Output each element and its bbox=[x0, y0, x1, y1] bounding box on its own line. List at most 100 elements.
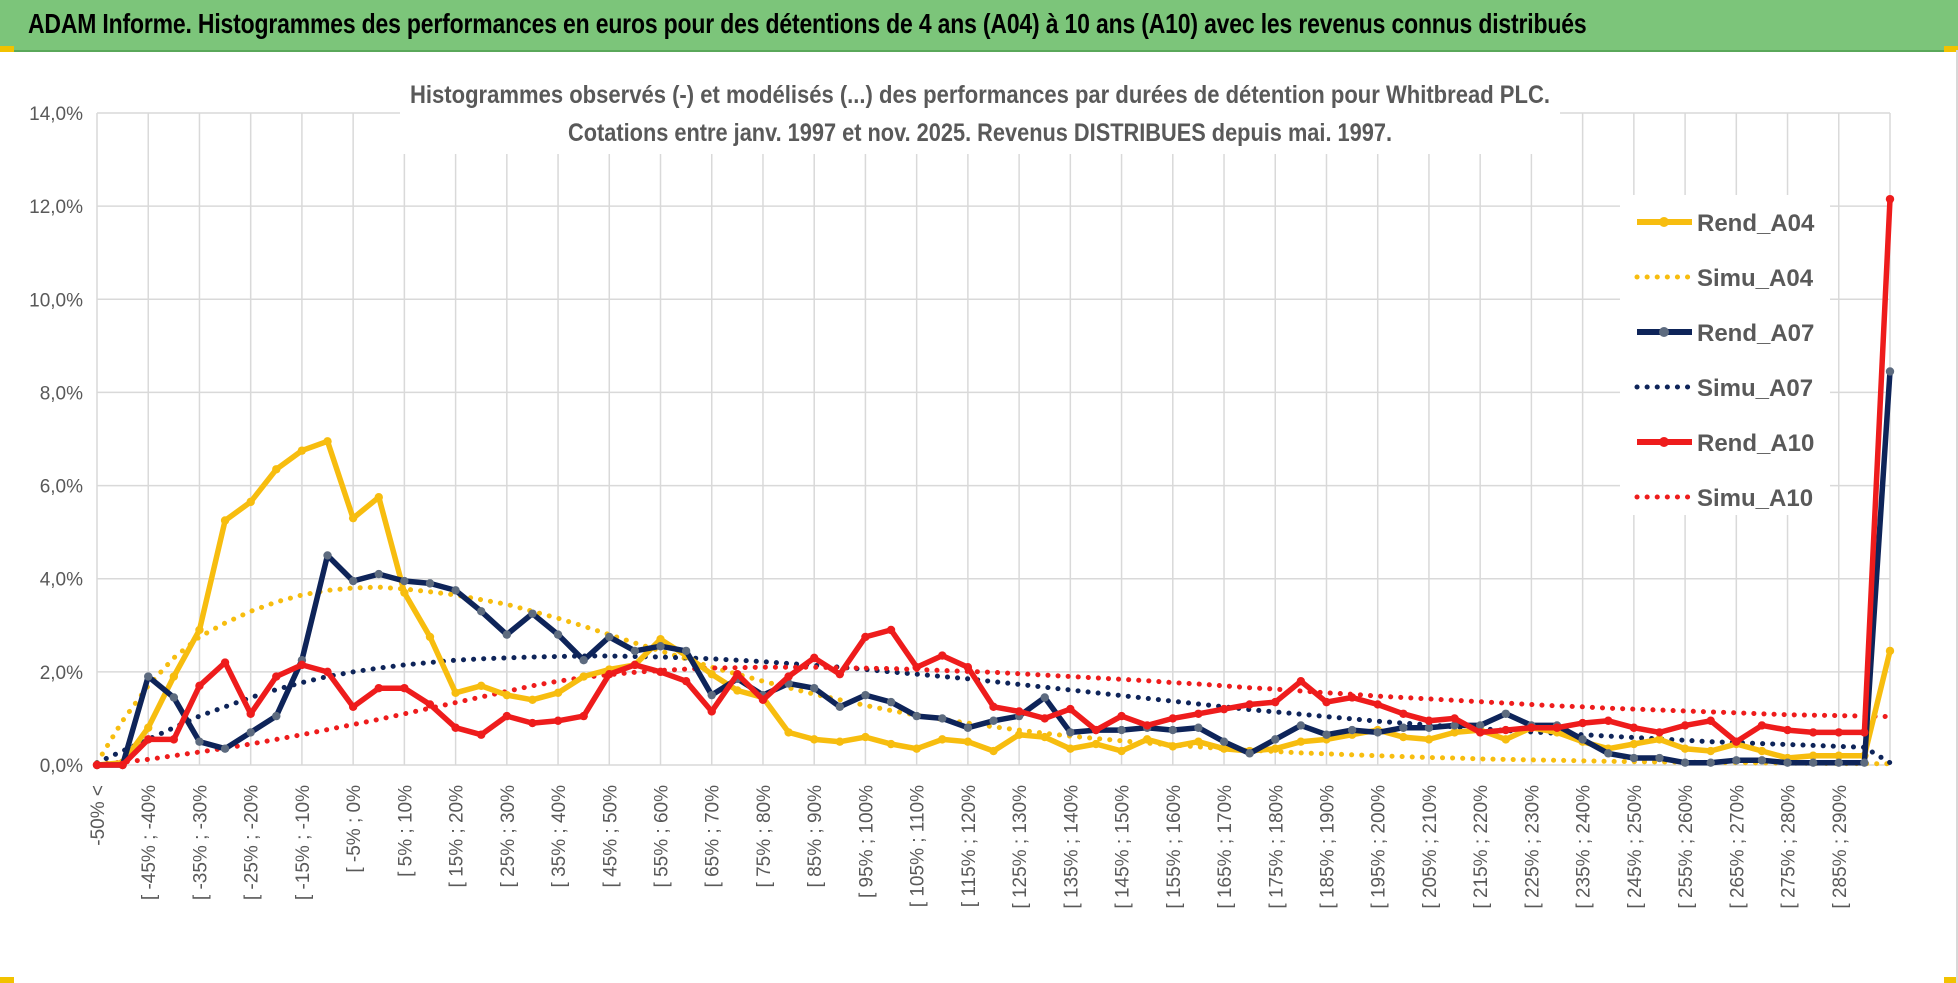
legend-label: Rend_A10 bbox=[1697, 430, 1814, 457]
data-point bbox=[1014, 730, 1024, 739]
data-point bbox=[195, 737, 204, 746]
x-tick-label: [ 105% ; 110% bbox=[908, 785, 929, 907]
data-point bbox=[810, 735, 819, 744]
x-tick-label: [ 165% ; 170% bbox=[1215, 785, 1236, 909]
legend-marker bbox=[1659, 217, 1669, 227]
x-tick-label: [ 35% ; 40% bbox=[549, 785, 570, 888]
data-point bbox=[92, 760, 102, 770]
data-point bbox=[1168, 725, 1178, 735]
data-point bbox=[733, 686, 742, 695]
data-point bbox=[1117, 711, 1126, 721]
data-point bbox=[1424, 723, 1434, 732]
data-point bbox=[707, 669, 716, 679]
data-point bbox=[656, 642, 665, 651]
y-tick-label: 4,0% bbox=[40, 570, 83, 591]
data-point bbox=[1834, 758, 1843, 767]
data-point bbox=[1117, 725, 1126, 735]
data-point bbox=[220, 658, 230, 667]
y-tick-label: 10,0% bbox=[29, 290, 83, 311]
data-point bbox=[1040, 714, 1049, 723]
data-point bbox=[1219, 704, 1229, 714]
y-tick-label: 12,0% bbox=[29, 197, 83, 218]
data-point bbox=[374, 493, 383, 502]
data-point bbox=[553, 688, 563, 698]
data-point bbox=[1680, 744, 1690, 753]
data-point bbox=[1475, 721, 1485, 730]
data-point bbox=[425, 632, 435, 642]
data-point bbox=[810, 683, 819, 693]
legend-background bbox=[1620, 195, 1830, 515]
x-tick-label: [ 145% ; 150% bbox=[1113, 785, 1134, 909]
data-point bbox=[272, 672, 281, 681]
data-point bbox=[1655, 735, 1664, 744]
data-point bbox=[1629, 723, 1639, 732]
x-tick-label: -50% < bbox=[88, 785, 109, 846]
data-point bbox=[630, 646, 640, 656]
data-point bbox=[989, 746, 998, 756]
data-point bbox=[886, 739, 896, 749]
data-point bbox=[1322, 697, 1331, 707]
data-point bbox=[835, 669, 845, 679]
data-point bbox=[195, 625, 204, 635]
data-point bbox=[1271, 744, 1280, 753]
chart-title-background bbox=[400, 72, 1560, 154]
data-point bbox=[1450, 728, 1459, 737]
chart-subtitle: Cotations entre janv. 1997 et nov. 2025.… bbox=[568, 119, 1392, 147]
data-point bbox=[1860, 728, 1869, 737]
data-point bbox=[605, 632, 614, 642]
data-point bbox=[297, 660, 307, 670]
data-point bbox=[400, 683, 409, 693]
data-point bbox=[1066, 704, 1075, 714]
data-point bbox=[1399, 709, 1408, 718]
series-rend-a10 bbox=[92, 194, 1895, 770]
x-tick-label: [ -45% ; -40% bbox=[139, 785, 160, 900]
data-point bbox=[220, 516, 230, 525]
data-point bbox=[400, 576, 409, 586]
data-point bbox=[1399, 732, 1408, 742]
data-point bbox=[400, 588, 409, 597]
data-point bbox=[886, 697, 896, 707]
x-tick-label: [ 135% ; 140% bbox=[1061, 785, 1082, 909]
data-point bbox=[861, 690, 870, 700]
x-tick-label: [ 215% ; 220% bbox=[1471, 785, 1492, 909]
data-point bbox=[1271, 697, 1280, 707]
data-point bbox=[989, 716, 998, 725]
data-point bbox=[477, 681, 486, 691]
x-tick-label: [ 55% ; 60% bbox=[652, 785, 673, 888]
data-point bbox=[1450, 714, 1459, 723]
x-tick-label: [ 155% ; 160% bbox=[1164, 785, 1185, 909]
data-point bbox=[758, 695, 768, 704]
data-point bbox=[1655, 728, 1664, 737]
data-point bbox=[374, 569, 383, 579]
data-point bbox=[835, 737, 845, 746]
data-point bbox=[1040, 732, 1049, 742]
histogram-chart: Histogrammes observés (-) et modélisés (… bbox=[29, 72, 1895, 909]
corner-accent-bottom-right bbox=[1944, 977, 1958, 983]
data-point bbox=[912, 744, 921, 753]
data-point bbox=[1347, 693, 1357, 702]
data-point bbox=[1680, 721, 1690, 730]
chart-title: Histogrammes observés (-) et modélisés (… bbox=[410, 81, 1550, 109]
data-point bbox=[1885, 646, 1895, 656]
data-point bbox=[1091, 725, 1101, 735]
data-point bbox=[1066, 744, 1075, 753]
series-simu-a07 bbox=[94, 653, 1893, 766]
data-point bbox=[553, 716, 563, 725]
data-point bbox=[938, 651, 947, 660]
data-point bbox=[1552, 723, 1562, 732]
legend-item-rend-a04: Rend_A04 bbox=[1637, 210, 1815, 237]
data-point bbox=[502, 690, 512, 700]
data-point bbox=[323, 437, 332, 446]
data-point bbox=[144, 723, 153, 732]
data-point bbox=[1296, 737, 1306, 746]
chart-title-block: Histogrammes observés (-) et modélisés (… bbox=[400, 72, 1560, 154]
data-point bbox=[1501, 709, 1510, 718]
data-point bbox=[733, 669, 742, 679]
data-point bbox=[861, 732, 870, 742]
data-point bbox=[579, 672, 588, 681]
data-point bbox=[477, 607, 486, 616]
x-tick-label: [ 5% ; 10% bbox=[395, 785, 416, 877]
data-point bbox=[1629, 753, 1639, 763]
x-tick-label: [ 285% ; 290% bbox=[1830, 785, 1851, 909]
data-point bbox=[1117, 746, 1126, 756]
